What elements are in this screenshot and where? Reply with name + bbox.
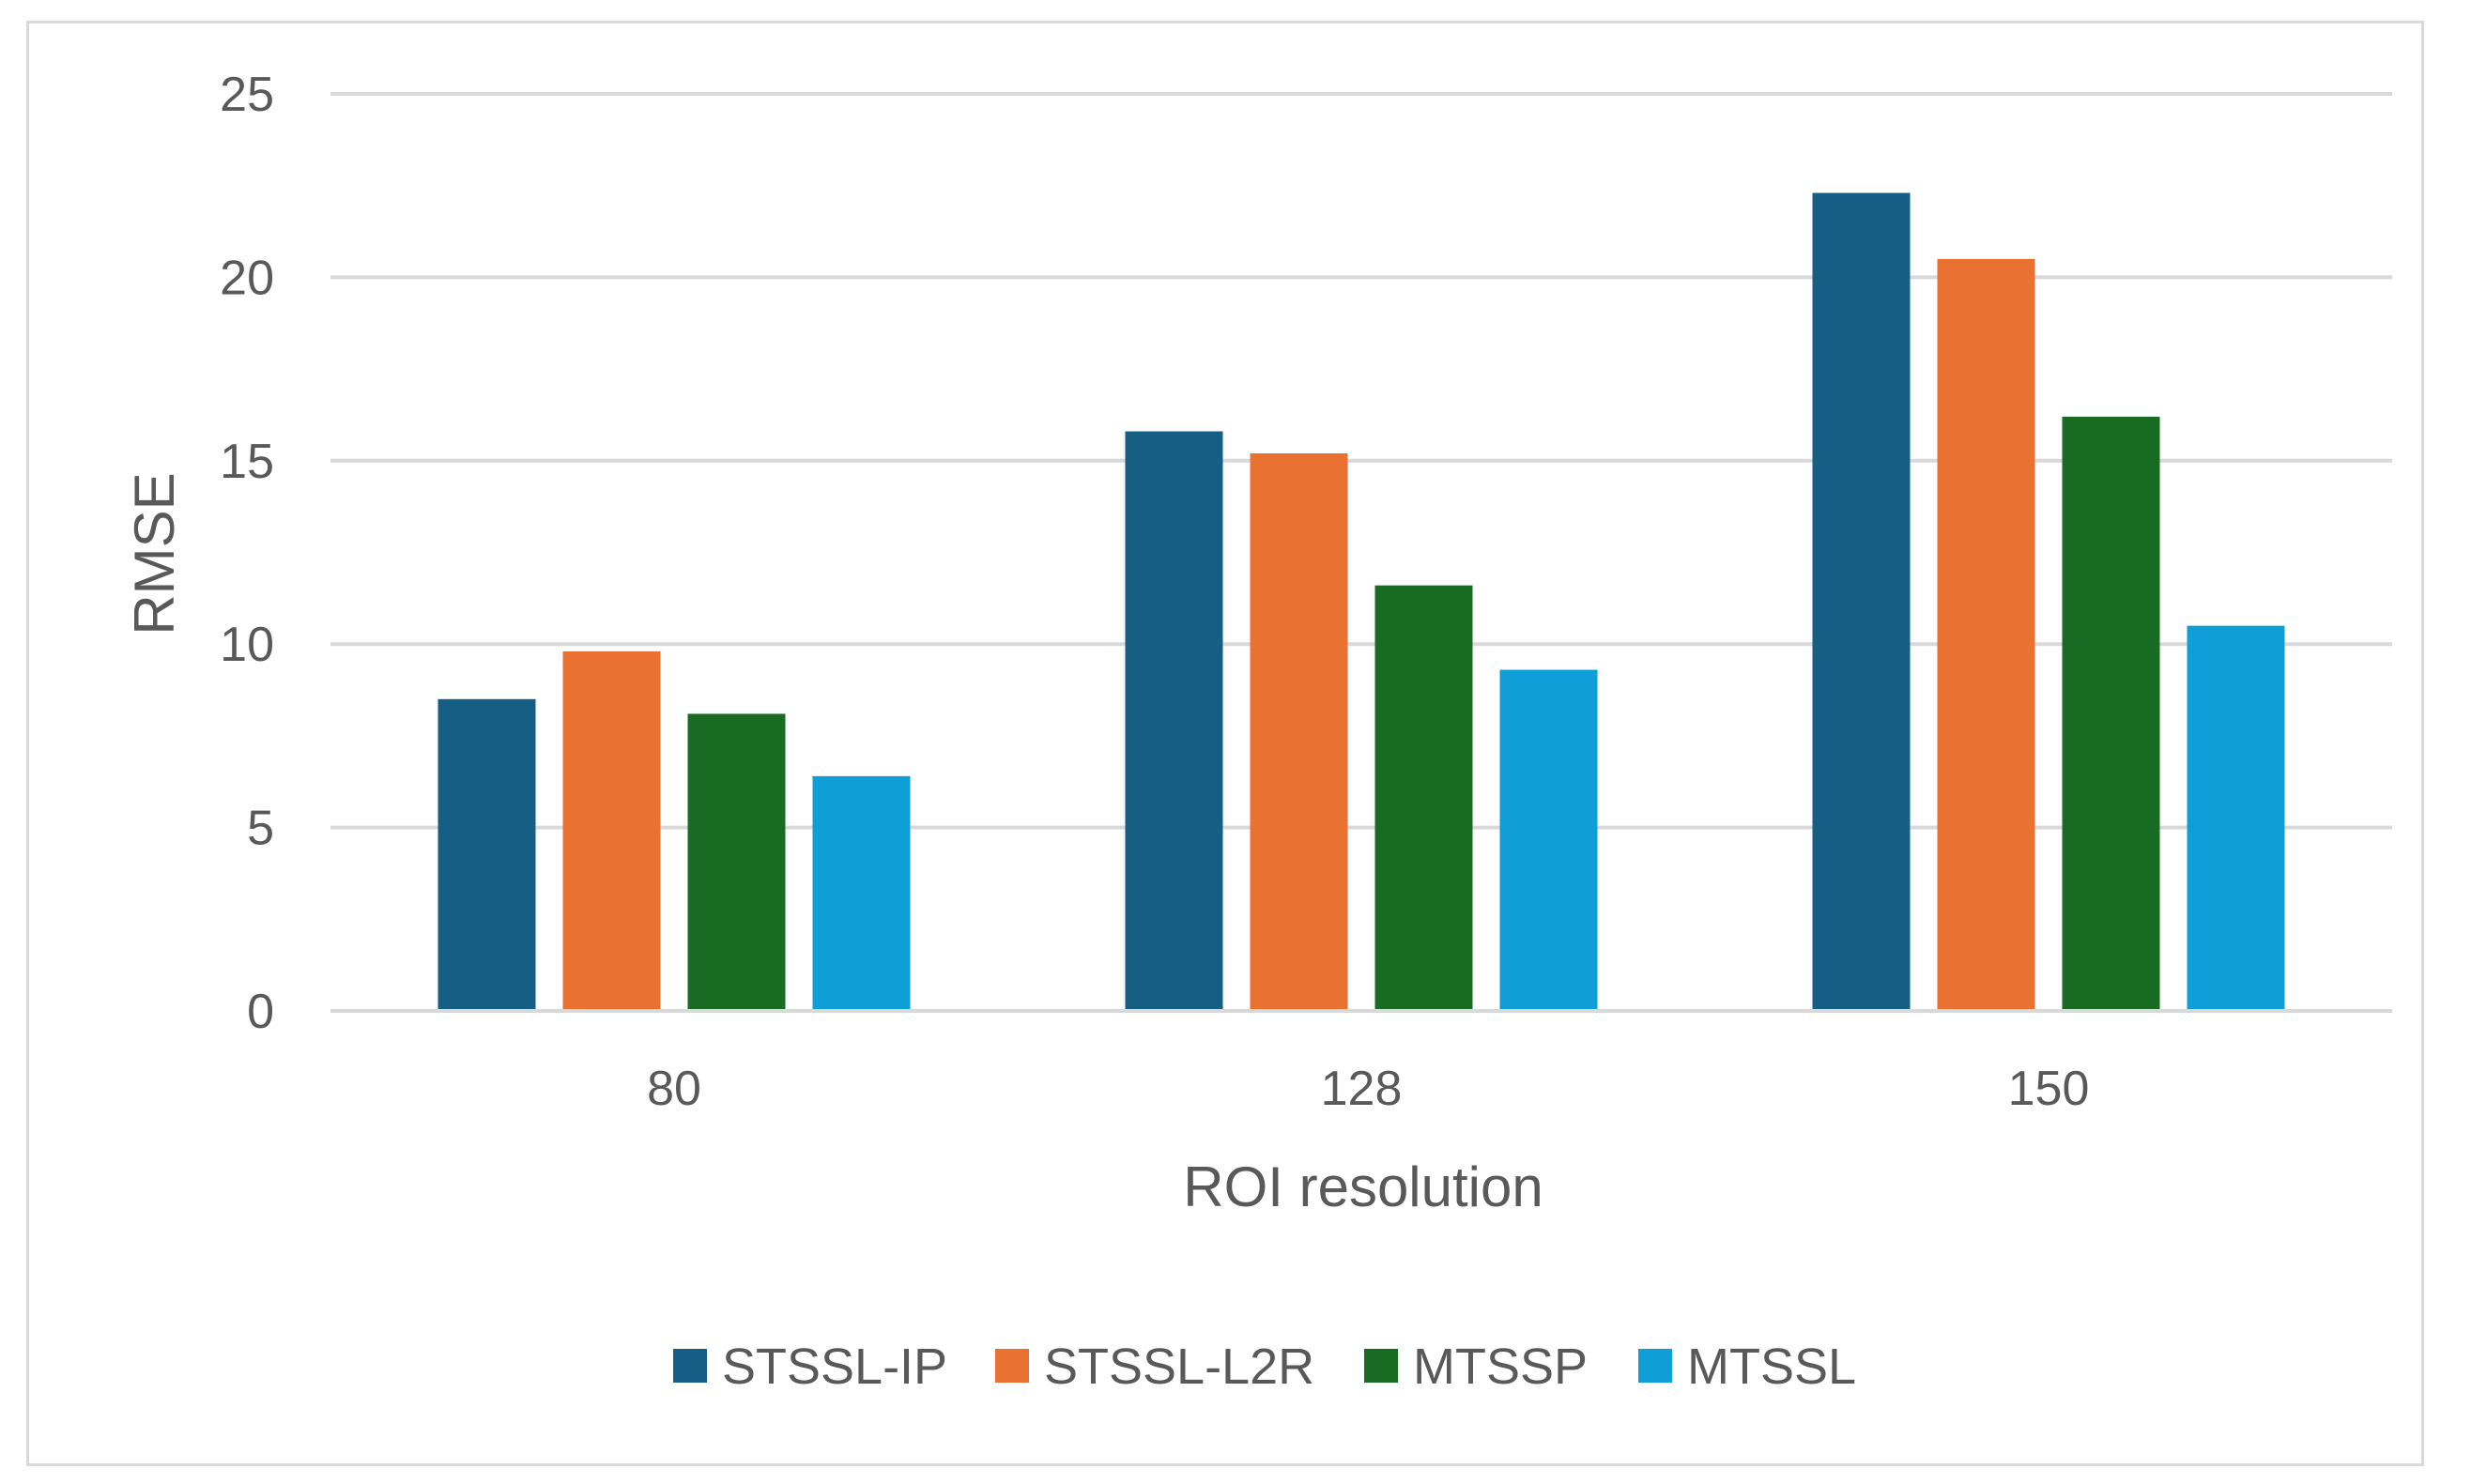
legend: STSSL-IP STSSL-L2R MTSSP MTSSL <box>673 1339 1856 1395</box>
legend-item-stssl-ip: STSSL-IP <box>673 1339 947 1395</box>
bars <box>438 192 2285 1012</box>
x-axis-ticks: 80 128 150 <box>330 1009 2392 1116</box>
legend-label: MTSSP <box>1413 1339 1588 1395</box>
y-tick-label: 25 <box>220 68 274 122</box>
legend-swatch <box>673 1349 707 1383</box>
y-tick-label: 0 <box>247 985 274 1039</box>
y-tick-label: 10 <box>220 618 274 672</box>
legend-swatch <box>1364 1349 1398 1383</box>
bar-stssl-ip-80 <box>438 698 536 1011</box>
bar-stssl-l2r-80 <box>562 651 661 1011</box>
bar-stssl-ip-150 <box>1812 192 1911 1012</box>
bar-mtssp-150 <box>2062 416 2160 1011</box>
legend-item-mtssl: MTSSL <box>1638 1339 1856 1395</box>
legend-swatch <box>1638 1349 1672 1383</box>
x-tick-label-128: 128 <box>1321 1062 1403 1116</box>
y-tick-label: 5 <box>247 802 274 856</box>
bar-stssl-l2r-150 <box>1937 258 2035 1011</box>
legend-swatch <box>995 1349 1029 1383</box>
y-tick-label: 15 <box>220 435 274 489</box>
y-axis-ticks: 0 5 10 15 20 25 <box>220 68 274 1039</box>
bar-stssl-l2r-128 <box>1250 452 1348 1011</box>
legend-item-mtssp: MTSSP <box>1364 1339 1588 1395</box>
legend-label: STSSL-IP <box>722 1339 947 1395</box>
bar-mtssl-80 <box>812 775 911 1011</box>
legend-label: MTSSL <box>1687 1339 1856 1395</box>
bar-stssl-ip-128 <box>1125 431 1223 1011</box>
legend-item-stssl-l2r: STSSL-L2R <box>995 1339 1314 1395</box>
legend-label: STSSL-L2R <box>1044 1339 1314 1395</box>
x-tick-label-80: 80 <box>647 1062 701 1116</box>
bar-mtssp-128 <box>1374 585 1473 1011</box>
bar-mtssl-150 <box>2187 625 2285 1011</box>
bar-mtssl-128 <box>1499 669 1598 1011</box>
x-tick-label-150: 150 <box>2008 1062 2090 1116</box>
bar-mtssp-80 <box>687 713 786 1011</box>
y-tick-label: 20 <box>220 251 274 305</box>
y-axis-title: RMSE <box>123 472 186 635</box>
x-axis-title: ROI resolution <box>1183 1155 1543 1218</box>
